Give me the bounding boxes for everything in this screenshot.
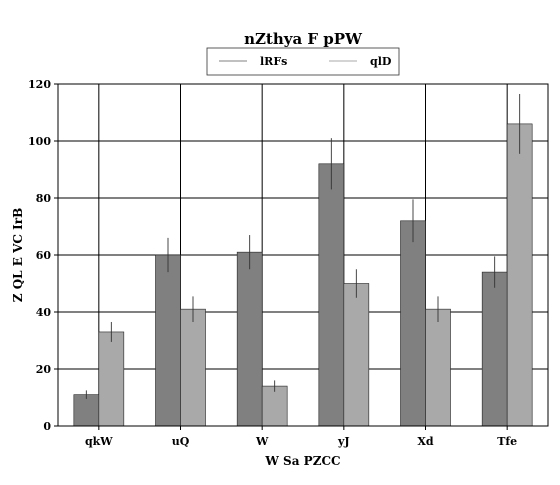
bars <box>73 123 533 427</box>
y-tick-label: 80 <box>36 192 52 205</box>
y-axis-label: Z QL E VC IrB <box>11 208 25 302</box>
legend: lRFs qlD <box>206 47 400 76</box>
x-tick-label: yJ <box>337 435 350 448</box>
legend-label-qld: qlD <box>370 55 392 68</box>
chart-title: nZthya F pPW <box>244 30 363 48</box>
x-tick-label: W <box>255 435 269 448</box>
legend-label-lrfs: lRFs <box>260 55 287 68</box>
x-tick-label: Xd <box>417 435 434 448</box>
y-tick-label: 20 <box>36 363 52 376</box>
x-tick-label: Tfe <box>497 435 517 448</box>
bar-qld-qkw <box>98 331 125 427</box>
x-tick-label: uQ <box>172 435 190 448</box>
y-tick-label: 40 <box>36 306 52 319</box>
error-bars <box>85 93 521 399</box>
bar-lrfs-yj <box>318 163 345 427</box>
bar-lrfs-tfe <box>481 271 508 427</box>
grid-lines <box>58 84 548 426</box>
bar-lrfs-qkw <box>73 394 100 427</box>
y-tick-label: 100 <box>28 135 51 148</box>
y-axis-ticks: 0 20 40 60 80 100 120 <box>28 78 58 433</box>
x-tick-label: qkW <box>85 435 113 448</box>
bar-lrfs-uq <box>155 254 181 427</box>
x-axis-label: W Sa PZCC <box>264 454 340 468</box>
bar-lrfs-xd <box>400 220 426 427</box>
y-tick-label: 120 <box>28 78 51 91</box>
y-tick-label: 0 <box>43 420 51 433</box>
bar-qld-uq <box>180 308 206 427</box>
bar-qld-xd <box>425 308 451 427</box>
y-tick-label: 60 <box>36 249 52 262</box>
bar-lrfs-w <box>236 251 263 427</box>
bar-qld-w <box>261 385 288 427</box>
bar-qld-tfe <box>506 123 533 427</box>
bar-qld-yj <box>343 283 370 427</box>
